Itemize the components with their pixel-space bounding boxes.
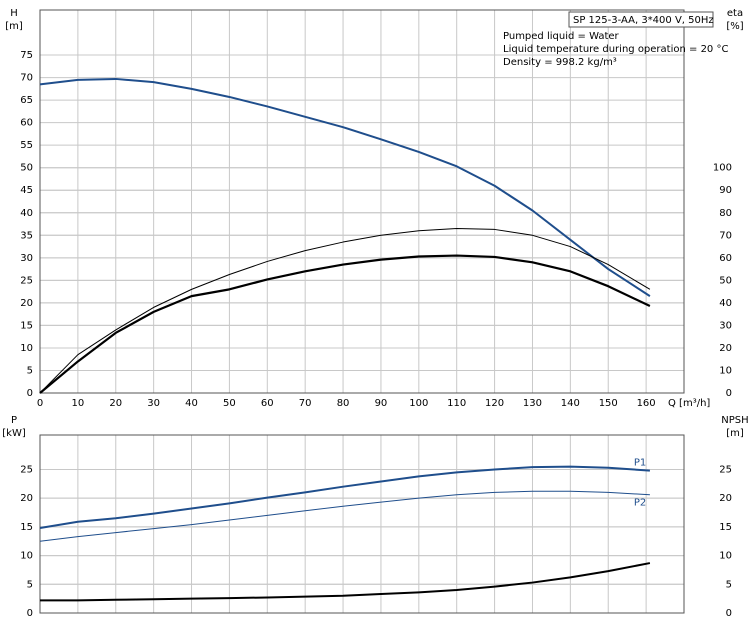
curve [39, 254, 651, 394]
y2-tick-label: 90 [719, 185, 732, 196]
y-tick-label: 35 [20, 230, 33, 241]
x-axis-label: Q [m³/h] [668, 398, 710, 409]
x-tick-label: 40 [185, 398, 198, 409]
y2-tick-label: 5 [726, 579, 732, 590]
y-tick-label: 10 [20, 551, 33, 562]
annotation: Liquid temperature during operation = 20… [503, 44, 728, 55]
y-tick-label: 5 [27, 579, 33, 590]
x-tick-label: 140 [561, 398, 580, 409]
y-tick-label: 75 [20, 50, 33, 61]
annotation-box [568, 11, 714, 28]
y2-tick-label: 20 [719, 493, 732, 504]
y-axis-label: P [11, 415, 17, 426]
y2-tick-label: 30 [719, 320, 732, 331]
plot-frame [39, 434, 685, 614]
annotation: Density = 998.2 kg/m³ [503, 57, 617, 68]
x-tick-label: 150 [599, 398, 618, 409]
y2-tick-label: 10 [719, 365, 732, 376]
y-tick-label: 20 [20, 493, 33, 504]
annotation: SP 125-3-AA, 3*400 V, 50Hz [573, 15, 714, 26]
y2-tick-label: 60 [719, 253, 732, 264]
y2-tick-label: 70 [719, 230, 732, 241]
y2-tick-label: 15 [719, 522, 732, 533]
curve-label: P1 [634, 458, 646, 469]
y-tick-label: 10 [20, 343, 33, 354]
y2-tick-label: 80 [719, 208, 732, 219]
y2-axis-unit: [m] [726, 428, 744, 439]
x-tick-label: 0 [37, 398, 43, 409]
y2-axis-label: NPSH [721, 415, 748, 426]
y-tick-label: 55 [20, 140, 33, 151]
y-tick-label: 30 [20, 253, 33, 264]
curve [39, 490, 650, 542]
annotation: Pumped liquid = Water [503, 31, 620, 42]
y2-axis-label: eta [727, 8, 743, 19]
y-tick-label: 50 [20, 163, 33, 174]
y2-tick-label: 20 [719, 343, 732, 354]
y2-tick-label: 50 [719, 275, 732, 286]
x-tick-label: 10 [72, 398, 85, 409]
x-tick-label: 80 [337, 398, 350, 409]
y-tick-label: 0 [27, 608, 33, 619]
x-tick-label: 50 [223, 398, 236, 409]
y-tick-label: 60 [20, 118, 33, 129]
y2-tick-label: 100 [713, 163, 732, 174]
x-tick-label: 130 [523, 398, 542, 409]
curve [39, 77, 651, 297]
y-tick-label: 25 [20, 464, 33, 475]
curve [40, 562, 651, 602]
y2-tick-label: 10 [719, 551, 732, 562]
x-tick-label: 70 [299, 398, 312, 409]
curve-label: P2 [634, 498, 646, 509]
x-tick-label: 20 [109, 398, 122, 409]
x-tick-label: 100 [409, 398, 428, 409]
plot-frame [39, 9, 685, 394]
curve [39, 228, 651, 394]
y-tick-label: 5 [27, 365, 33, 376]
y2-axis-unit: [%] [726, 21, 743, 32]
y2-tick-label: 0 [726, 388, 732, 399]
x-tick-label: 160 [637, 398, 656, 409]
y-tick-label: 15 [20, 522, 33, 533]
x-tick-label: 90 [375, 398, 388, 409]
y2-tick-label: 25 [719, 464, 732, 475]
x-tick-label: 110 [447, 398, 466, 409]
y-tick-label: 25 [20, 275, 33, 286]
y2-tick-label: 0 [726, 608, 732, 619]
y-tick-label: 15 [20, 320, 33, 331]
y-axis-unit: [m] [5, 21, 23, 32]
y-tick-label: 20 [20, 298, 33, 309]
y-axis-label: H [10, 8, 18, 19]
x-tick-label: 30 [147, 398, 160, 409]
curve [39, 465, 650, 530]
y-tick-label: 70 [20, 73, 33, 84]
y-tick-label: 45 [20, 185, 33, 196]
y-tick-label: 40 [20, 208, 33, 219]
y-tick-label: 65 [20, 95, 33, 106]
x-tick-label: 60 [261, 398, 274, 409]
y2-tick-label: 40 [719, 298, 732, 309]
y-axis-unit: [kW] [2, 428, 26, 439]
y-tick-label: 0 [27, 388, 33, 399]
x-tick-label: 120 [485, 398, 504, 409]
